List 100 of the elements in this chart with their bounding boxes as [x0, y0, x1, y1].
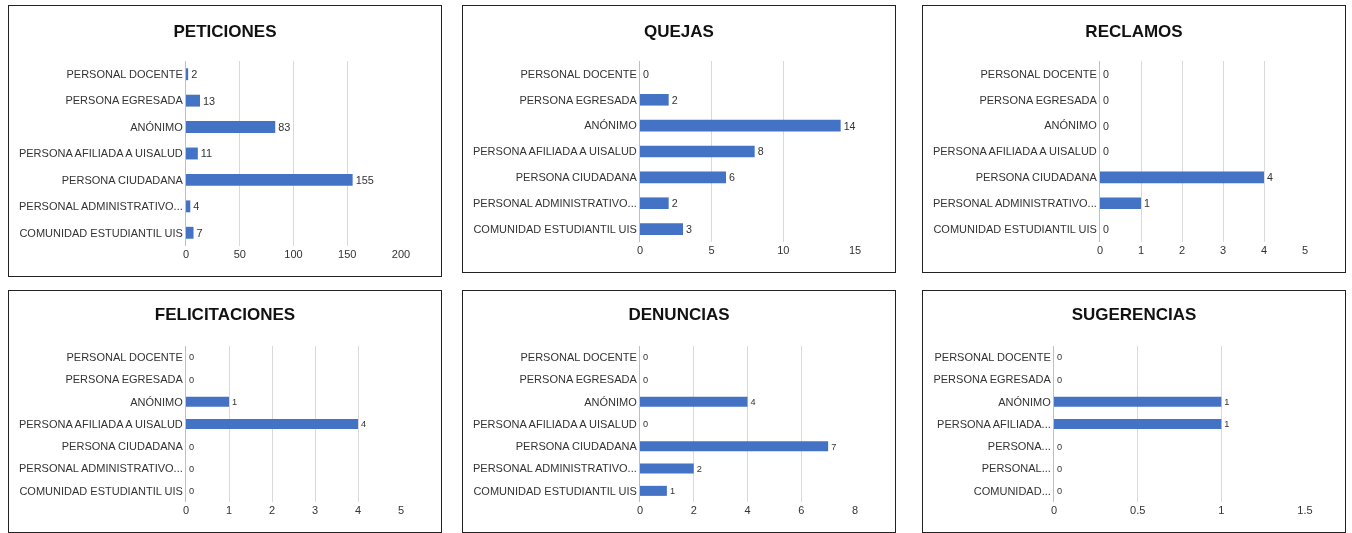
x-tick-label: 1 [225, 504, 233, 516]
data-label: 0 [189, 374, 195, 385]
y-tick-label: PERSONAL ADMINISTRATIVO... [472, 197, 637, 210]
data-label: 0 [189, 463, 195, 474]
x-tick-label: 50 [233, 248, 246, 260]
data-label: 14 [843, 119, 856, 132]
y-tick-label: PERSONA EGRESADA [933, 373, 1052, 386]
y-tick-label: COMUNIDAD... [973, 484, 1051, 497]
x-tick-label: 6 [798, 504, 805, 516]
data-label: 0 [642, 419, 649, 430]
data-label: 1 [1224, 397, 1230, 408]
y-tick-label: PERSONA AFILIADA A UISALUD [18, 147, 183, 160]
data-label: 2 [671, 197, 678, 210]
x-tick-label: 2 [268, 504, 276, 516]
data-label: 1 [232, 397, 238, 408]
y-tick-label: PERSONA AFILIADA A UISALUD [932, 145, 1097, 158]
y-tick-label: PERSONA... [987, 440, 1051, 453]
y-tick-label: PERSONA CIUDADANA [515, 440, 638, 453]
y-tick-label: PERSONA CIUDADANA [61, 173, 184, 186]
bar [186, 121, 276, 134]
y-tick-label: ANÓNIMO [584, 395, 638, 408]
y-tick-label: PERSONA CIUDADANA [975, 171, 1098, 184]
data-label: 2 [191, 68, 198, 81]
data-label: 0 [1103, 145, 1109, 158]
y-tick-label: PERSONA CIUDADANA [515, 171, 638, 184]
data-label: 0 [1057, 352, 1063, 363]
y-tick-label: ANÓNIMO [998, 395, 1052, 408]
y-tick-label: PERSONA EGRESADA [65, 373, 184, 386]
data-label: 1 [1144, 197, 1150, 210]
x-tick-label: 2 [690, 504, 697, 516]
data-label: 2 [671, 93, 678, 106]
data-label: 0 [1103, 67, 1109, 80]
bar [640, 197, 669, 210]
x-tick-label: 1 [1137, 244, 1145, 256]
x-tick-label: 2 [1178, 244, 1186, 256]
y-tick-label: PERSONA CIUDADANA [61, 440, 184, 453]
x-tick-label: 3 [1219, 244, 1227, 256]
bar [186, 200, 191, 213]
data-label: 0 [643, 374, 649, 385]
y-tick-label: PERSONA EGRESADA [519, 93, 638, 106]
data-label: 0 [1057, 486, 1063, 497]
data-label: 155 [355, 173, 374, 186]
data-label: 1 [1224, 419, 1230, 430]
x-tick-label: 1 [1218, 504, 1225, 516]
data-label: 2 [696, 463, 702, 474]
x-tick-label: 4 [744, 504, 751, 516]
x-tick-label: 0 [182, 248, 190, 260]
x-tick-label: 10 [777, 244, 790, 256]
y-tick-label: PERSONAL... [981, 462, 1051, 475]
y-tick-label: ANÓNIMO [130, 395, 184, 408]
bar [186, 173, 353, 186]
y-tick-label: PERSONA EGRESADA [65, 94, 184, 107]
data-label: 0 [189, 441, 195, 452]
y-tick-label: ANÓNIMO [1044, 119, 1098, 132]
y-tick-label: PERSONAL ADMINISTRATIVO... [472, 462, 637, 475]
x-tick-label: 0.5 [1130, 504, 1146, 516]
y-tick-label: ANÓNIMO [130, 120, 184, 133]
data-label: 0 [1057, 374, 1063, 385]
chart-title: PETICIONES [173, 21, 277, 41]
chart-title: FELICITACIONES [154, 304, 296, 324]
y-tick-label: COMUNIDAD ESTUDIANTIL UIS [19, 226, 183, 239]
data-label: 0 [643, 67, 649, 80]
bar [640, 171, 726, 184]
data-label: 0 [1057, 463, 1063, 474]
y-tick-label: ANÓNIMO [584, 119, 638, 132]
data-label: 0 [1057, 441, 1063, 452]
x-tick-label: 100 [284, 248, 303, 260]
data-label: 0 [1103, 222, 1109, 235]
x-tick-label: 5 [1301, 244, 1309, 256]
data-label: 0 [1103, 119, 1109, 132]
x-tick-label: 5 [397, 504, 405, 516]
data-label: 11 [200, 147, 213, 160]
data-label: 0 [189, 486, 195, 497]
y-tick-label: PERSONAL DOCENTE [934, 350, 1051, 363]
x-tick-label: 0 [1096, 244, 1104, 256]
data-label: 4 [193, 200, 200, 213]
data-label: 13 [202, 94, 216, 107]
y-tick-label: PERSONAL DOCENTE [520, 350, 637, 363]
data-label: 4 [1267, 171, 1273, 184]
data-label: 8 [757, 145, 764, 158]
x-tick-label: 0 [636, 504, 644, 516]
y-tick-label: PERSONAL ADMINISTRATIVO... [18, 462, 183, 475]
y-tick-label: COMUNIDAD ESTUDIANTIL UIS [933, 222, 1097, 235]
bar [186, 147, 198, 160]
x-tick-label: 1.5 [1297, 504, 1313, 516]
x-tick-label: 0 [636, 244, 644, 256]
bar [186, 226, 194, 239]
bar [640, 441, 829, 452]
data-label: 4 [750, 397, 756, 408]
data-label: 4 [360, 419, 367, 430]
bar [186, 68, 189, 81]
y-tick-label: PERSONAL DOCENTE [66, 68, 183, 81]
y-tick-label: COMUNIDAD ESTUDIANTIL UIS [19, 484, 183, 497]
y-tick-label: PERSONA EGRESADA [519, 373, 638, 386]
x-tick-label: 0 [182, 504, 190, 516]
x-tick-label: 5 [708, 244, 715, 256]
bar [640, 485, 667, 496]
data-label: 3 [686, 222, 692, 235]
y-tick-label: PERSONA AFILIADA A UISALUD [472, 145, 637, 158]
x-tick-label: 3 [311, 504, 319, 516]
